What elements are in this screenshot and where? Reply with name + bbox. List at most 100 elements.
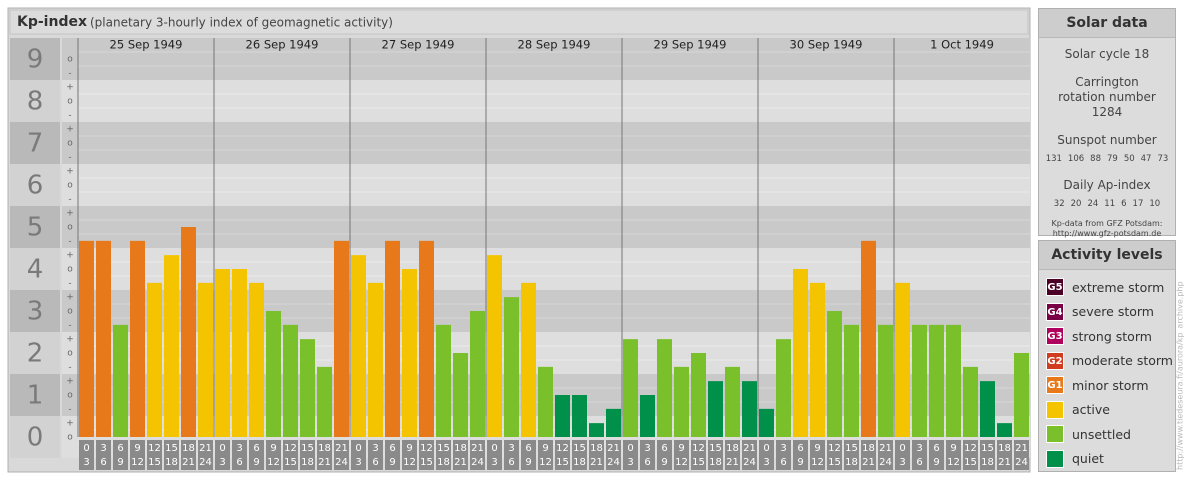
sunspot-number: 47 [1140,154,1152,164]
legend-label: active [1072,402,1110,418]
sunspot-number: 131 [1045,154,1062,164]
legend-label: extreme storm [1072,279,1165,295]
minor-tick-label: o [67,391,73,401]
minor-tick-label: o [67,265,73,275]
ap-number: 10 [1149,199,1161,209]
hour-box [912,440,927,470]
hour-box [810,440,825,470]
hour-box [96,440,111,470]
hour-box [402,440,417,470]
hour-box [283,440,298,470]
day-label: 25 Sep 1949 [110,38,183,52]
hour-box [572,440,587,470]
hour-label: 21 [199,443,212,454]
bar [419,240,434,437]
hour-label: 18 [165,457,178,468]
minor-tick-label: + [66,335,74,345]
hour-label: 6 [372,457,378,468]
hour-label: 12 [284,443,297,454]
hour-label: 24 [1015,457,1028,468]
hour-label: 18 [437,457,450,468]
hour-label: 3 [899,457,905,468]
hour-box [300,440,315,470]
band [78,164,1030,206]
bar [725,366,740,437]
minor-axis-band [62,416,78,458]
hour-label: 12 [267,457,280,468]
bar [980,381,995,437]
legend-title: Activity levels [1039,241,1175,270]
hour-label: 21 [726,457,739,468]
hour-label: 15 [284,457,297,468]
solar-panel: Solar data Solar cycle 18 Carrington rot… [1038,8,1176,238]
chart-subtitle: (planetary 3-hourly index of geomagnetic… [90,16,393,30]
hour-label: 15 [845,443,858,454]
band [78,80,1030,122]
solar-cycle: Solar cycle 18 [1064,47,1150,61]
bar [572,395,587,437]
hour-label: 9 [678,443,684,454]
hour-label: 3 [236,443,242,454]
sunspot-number: 88 [1090,154,1101,164]
hour-label: 12 [675,457,688,468]
hour-label: 9 [389,457,395,468]
minor-tick-label: + [66,251,74,261]
hour-label: 12 [811,457,824,468]
hour-box [589,440,604,470]
hour-label: 0 [491,443,497,454]
legend-item: G3 strong storm [1039,324,1175,349]
bar [317,366,332,437]
hour-box [776,440,791,470]
hour-label: 24 [607,457,620,468]
y-tick-label: 4 [27,255,44,285]
hour-label: 24 [335,457,348,468]
hour-label: 6 [525,443,531,454]
bar [606,408,621,437]
hour-box [980,440,995,470]
hour-label: 12 [556,443,569,454]
ap-list: 32 20 24 11 6 17 10 [1039,199,1175,209]
legend-badge [1046,400,1064,419]
title-bar [9,9,1029,35]
bar [164,255,179,437]
hour-label: 9 [134,443,140,454]
hour-label: 21 [335,443,348,454]
legend-item: active [1039,398,1175,423]
hour-label: 3 [372,443,378,454]
hour-label: 3 [355,457,361,468]
hour-label: 18 [709,457,722,468]
bar [997,423,1012,437]
hour-box [844,440,859,470]
hour-label: 6 [389,443,395,454]
hour-label: 12 [964,443,977,454]
hour-box [606,440,621,470]
hour-box [878,440,893,470]
bar [181,227,196,437]
bar [640,395,655,437]
bar [759,408,774,437]
hour-label: 15 [301,443,314,454]
bar [334,240,349,437]
hour-box [79,440,94,470]
hour-box [725,440,740,470]
hour-label: 15 [437,443,450,454]
hour-label: 9 [542,443,548,454]
bar [844,324,859,437]
minor-tick-label: - [68,111,71,121]
credit: http://www.tiedeseura.fi/aurora/kp_archi… [1176,281,1184,470]
bar [402,269,417,437]
legend-item: G2 moderate storm [1039,349,1175,374]
hour-label: 21 [743,443,756,454]
minor-tick-label: + [66,377,74,387]
bar [861,240,876,437]
minor-tick-label: + [66,419,74,429]
hour-box [181,440,196,470]
bar [674,366,689,437]
hour-label: 6 [661,443,667,454]
bar [538,366,553,437]
hour-label: 18 [318,443,331,454]
minor-axis-band [62,80,78,122]
hour-label: 9 [270,443,276,454]
hour-label: 9 [814,443,820,454]
